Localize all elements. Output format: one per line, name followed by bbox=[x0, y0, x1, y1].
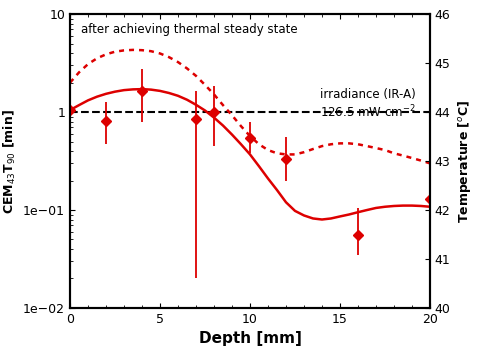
Text: irradiance (IR-A)
126.5 mW cm$^{-2}$: irradiance (IR-A) 126.5 mW cm$^{-2}$ bbox=[320, 88, 416, 120]
X-axis label: Depth [mm]: Depth [mm] bbox=[198, 331, 302, 346]
Y-axis label: CEM$_{43}$T$_{90}$ [min]: CEM$_{43}$T$_{90}$ [min] bbox=[2, 108, 18, 214]
Text: after achieving thermal steady state: after achieving thermal steady state bbox=[81, 23, 298, 36]
Y-axis label: Temperature [$^{o}$C]: Temperature [$^{o}$C] bbox=[456, 100, 473, 223]
